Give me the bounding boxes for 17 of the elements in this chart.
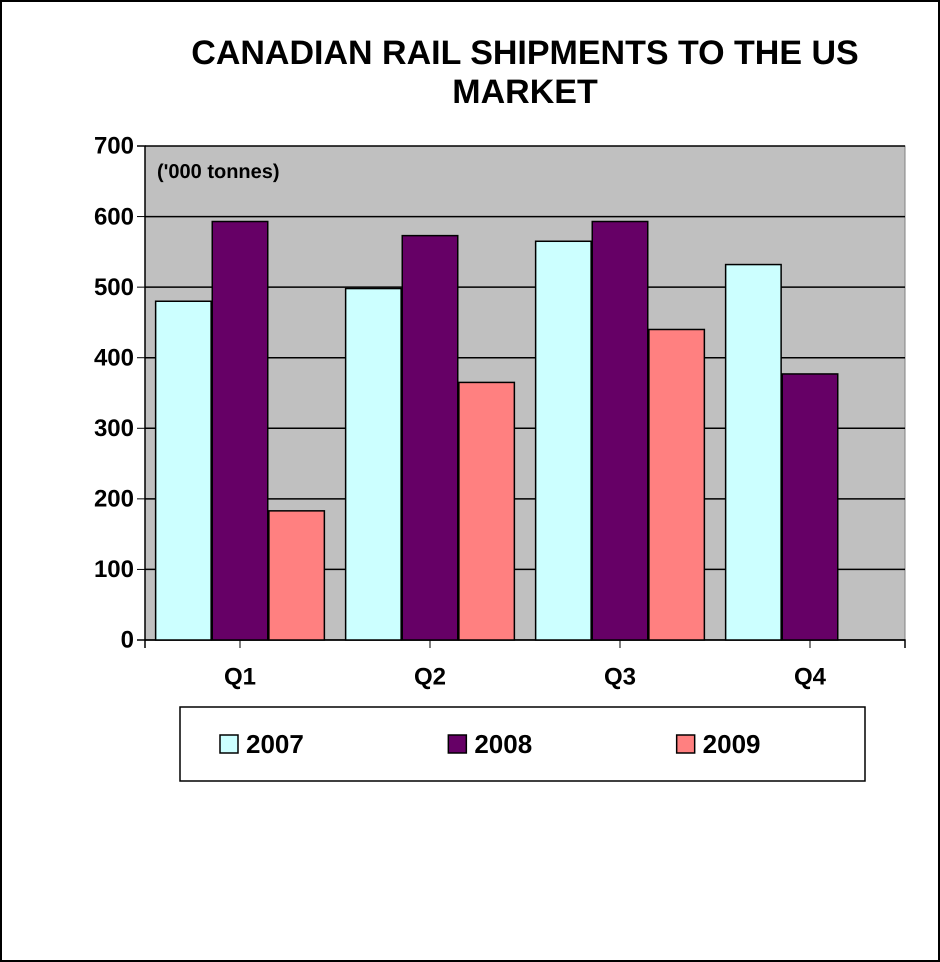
- y-tick-label: 300: [94, 414, 134, 442]
- x-tick-label: Q1: [224, 664, 256, 691]
- chart-title: CANADIAN RAIL SHIPMENTS TO THE US MARKET: [191, 34, 859, 112]
- legend-label: 2009: [702, 729, 761, 759]
- y-tick-label: 500: [94, 274, 134, 301]
- x-tick-label: Q2: [414, 664, 446, 691]
- y-tick-label: 600: [94, 203, 134, 230]
- y-tick-label: 100: [94, 556, 134, 584]
- x-tick-label: Q4: [794, 664, 827, 691]
- y-tick-label: 400: [94, 344, 134, 372]
- annotation: ('000 tonnes): [157, 161, 280, 183]
- legend-label: 2007: [246, 729, 304, 759]
- x-tick-label: Q3: [604, 664, 636, 691]
- y-tick-label: 700: [94, 132, 134, 160]
- y-tick-label: 200: [94, 486, 134, 513]
- y-tick-label: 0: [120, 626, 134, 654]
- legend-label: 2008: [474, 729, 532, 759]
